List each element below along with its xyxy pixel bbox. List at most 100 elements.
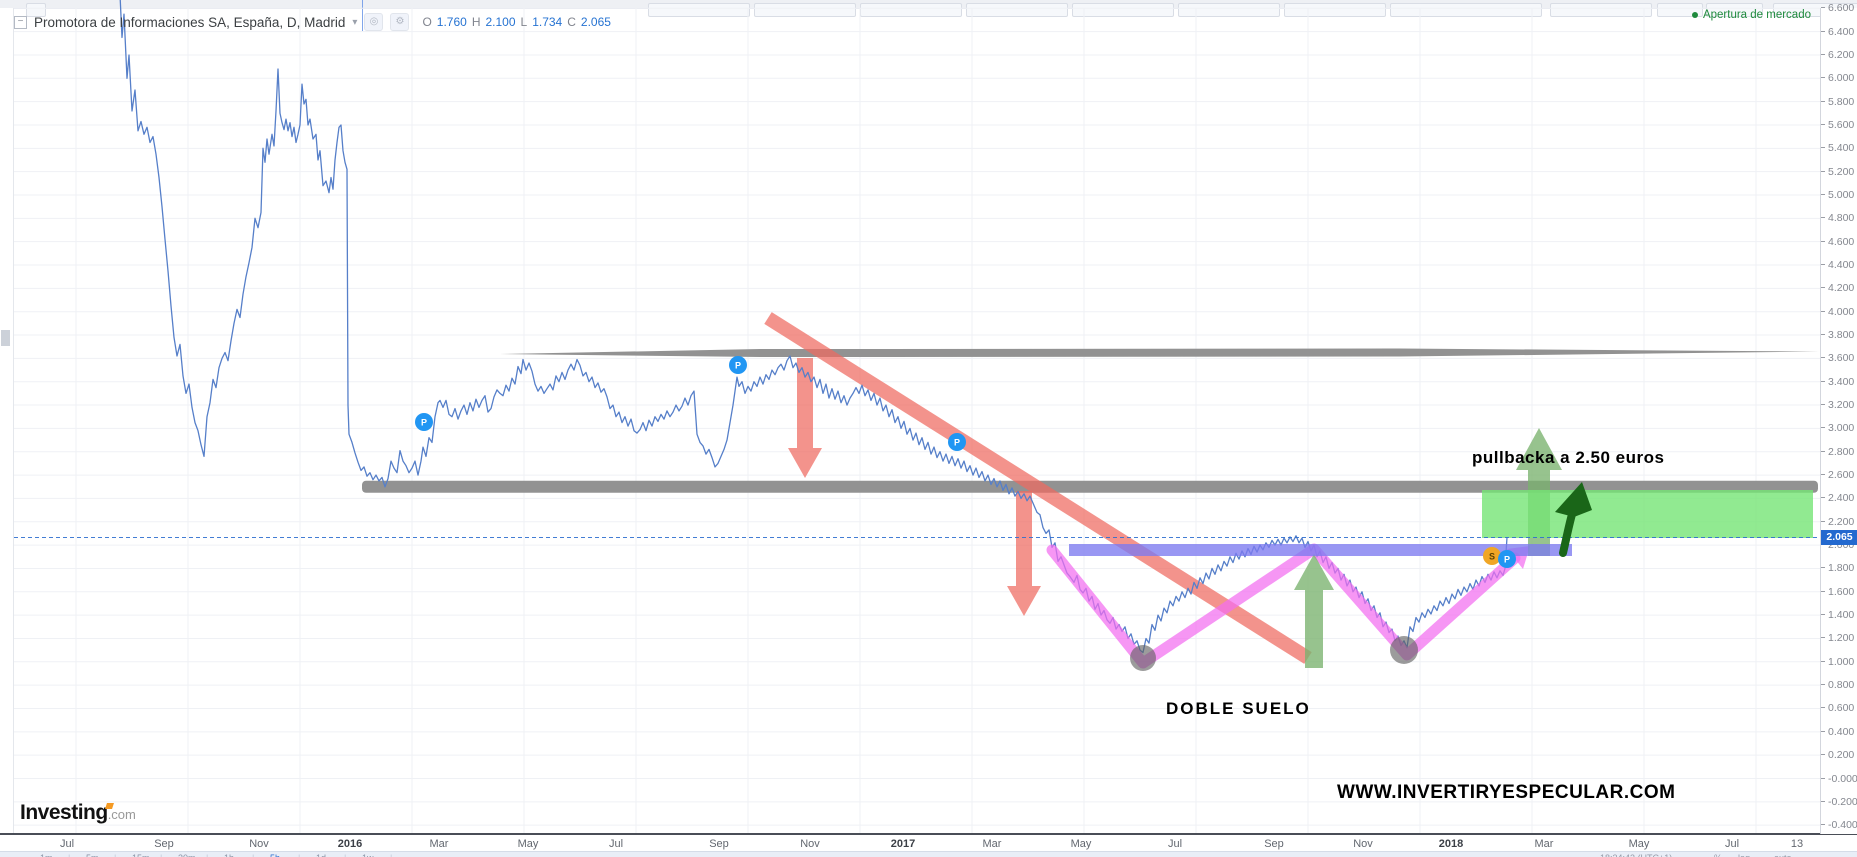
dividend-marker-icon-4[interactable] xyxy=(1498,550,1516,568)
collapse-icon[interactable]: − xyxy=(14,15,27,29)
price-tick-label: -0.000 xyxy=(1821,773,1857,785)
timeframe-button[interactable]: 1m xyxy=(40,853,53,857)
dividend-marker-icon-1[interactable] xyxy=(415,413,433,431)
chart-style-icon[interactable]: ◎ xyxy=(364,13,384,31)
price-tick-label: 4.600 xyxy=(1821,236,1857,248)
time-tick-label: May xyxy=(1070,838,1092,850)
time-axis-line xyxy=(0,833,1857,835)
price-tick-label: 3.000 xyxy=(1821,422,1857,434)
browser-tab-fragment xyxy=(1178,3,1280,17)
browser-tab-fragment xyxy=(648,3,750,17)
high-value: 2.100 xyxy=(485,15,516,29)
browser-tab-fragment xyxy=(1390,3,1542,17)
price-tick-label: 3.200 xyxy=(1821,399,1857,411)
price-tick-label: 4.800 xyxy=(1821,212,1857,224)
price-tick-label: 6.600 xyxy=(1821,2,1857,14)
time-tick-label: Sep xyxy=(154,838,174,850)
grid xyxy=(14,7,1820,834)
scale-toolbar-item[interactable]: log xyxy=(1738,853,1750,857)
price-tick-label: 6.200 xyxy=(1821,49,1857,61)
price-tick-label: 5.000 xyxy=(1821,189,1857,201)
divider: | xyxy=(298,853,300,857)
timeframe-button[interactable]: 1h xyxy=(224,853,234,857)
time-tick-label: Sep xyxy=(1264,838,1284,850)
price-tick-label: 6.000 xyxy=(1821,72,1857,84)
current-price-tag: 2.065 xyxy=(1821,530,1857,545)
time-scale[interactable]: Jul Sep Nov 2016 Mar May Jul Sep Nov 2017 Mar May Ju… xyxy=(0,835,1857,851)
annotation-double-bottom-text: DOBLE SUELO xyxy=(1166,699,1311,718)
support-bar-2.50[interactable] xyxy=(362,480,1818,493)
red-down-arrow-2[interactable] xyxy=(1007,491,1041,616)
green-target-zone[interactable] xyxy=(1482,490,1813,538)
divider: | xyxy=(344,853,346,857)
price-tick-label: 0.400 xyxy=(1821,726,1857,738)
bottom-toolbar[interactable]: 1m | 5m | 15m | 30m | 1h | 5h | 1d | 1w | 18:34:43 (UTC+… xyxy=(0,851,1857,857)
gutter-handle[interactable] xyxy=(1,330,10,346)
scale-toolbar-item[interactable]: auto xyxy=(1774,853,1792,857)
dividend-marker-icon-3[interactable] xyxy=(948,433,966,451)
bottom-circle-1[interactable] xyxy=(1130,645,1156,671)
settings-icon[interactable]: ⚙ xyxy=(390,13,410,31)
scale-toolbar-item[interactable]: % xyxy=(1714,853,1722,857)
red-down-arrow-1[interactable] xyxy=(788,358,822,478)
ohlc-readout: O 1.760 H 2.100 L 1.734 C 2.065 xyxy=(422,15,611,29)
timeframe-button[interactable]: 1w xyxy=(362,853,374,857)
price-tick-label: 4.000 xyxy=(1821,306,1857,318)
price-tick-label: 5.200 xyxy=(1821,166,1857,178)
time-tick-label: Jul xyxy=(59,838,75,850)
price-tick-label: 2.800 xyxy=(1821,446,1857,458)
chevron-down-icon[interactable]: ▾ xyxy=(352,16,358,28)
bottom-circle-2[interactable] xyxy=(1390,636,1418,664)
divider: | xyxy=(206,853,208,857)
time-tick-label: Nov xyxy=(800,838,820,850)
price-tick-label: 2.200 xyxy=(1821,516,1857,528)
time-tick-label: 2016 xyxy=(337,838,363,850)
close-value: 2.065 xyxy=(580,15,611,29)
browser-tab-fragment xyxy=(1657,3,1703,17)
timeframe-button[interactable]: 15m xyxy=(132,853,150,857)
scale-toolbar-item[interactable]: 18:34:43 (UTC+1) xyxy=(1600,853,1672,857)
investing-logo: Investing.com xyxy=(20,801,136,825)
resistance-line-3.65[interactable] xyxy=(500,348,1819,358)
low-label: L xyxy=(520,15,528,29)
price-scale[interactable]: 6.600 6.400 6.200 6.000 5.800 5.600 5.400 5.200… xyxy=(1820,2,1857,834)
dividend-marker-icon-1-label: P xyxy=(421,418,427,428)
dividend-marker-icon-2[interactable] xyxy=(729,356,747,374)
timeframe-button[interactable]: 5m xyxy=(86,853,99,857)
split-marker-icon[interactable] xyxy=(1483,547,1501,565)
time-tick-label: Jul xyxy=(1167,838,1183,850)
market-open-dot-icon xyxy=(1691,12,1698,18)
dividend-marker-icon-4-label: P xyxy=(1504,555,1510,565)
crosshair-fragment xyxy=(362,0,363,31)
browser-tab-fragment xyxy=(26,3,46,17)
symbol-title[interactable]: Promotora de Informaciones SA, España, D… xyxy=(34,14,346,30)
investing-logo-text: Investing xyxy=(20,801,108,824)
time-tick-label: Nov xyxy=(1353,838,1373,850)
legend-label: Apertura de mercado xyxy=(1702,9,1811,21)
price-tick-label: 4.400 xyxy=(1821,259,1857,271)
time-tick-label: 2017 xyxy=(890,838,916,850)
top-browser-strip xyxy=(0,0,1857,17)
time-tick-label: 2018 xyxy=(1438,838,1464,850)
timeframe-button[interactable]: 30m xyxy=(178,853,196,857)
red-descending-trendline[interactable] xyxy=(764,312,1312,664)
browser-tab-fragment xyxy=(1550,3,1652,17)
purple-neckline-band[interactable] xyxy=(1069,544,1572,556)
price-tick-label: 5.600 xyxy=(1821,119,1857,131)
dividend-marker-icon-2-label: P xyxy=(735,361,741,371)
price-tick-label: 2.400 xyxy=(1821,492,1857,504)
price-tick-label: -0.400 xyxy=(1821,819,1857,831)
timeframe-button[interactable]: 1d xyxy=(316,853,326,857)
hand-drawn-arrow-head-icon xyxy=(1555,482,1592,517)
green-up-arrow-1[interactable] xyxy=(1294,554,1334,668)
price-tick-label: 1.600 xyxy=(1821,586,1857,598)
price-tick-label: 1.000 xyxy=(1821,656,1857,668)
time-tick-label: Mar xyxy=(1534,838,1554,850)
time-tick-label: Mar xyxy=(429,838,449,850)
timeframe-button[interactable]: 5h xyxy=(270,853,280,857)
price-tick-label: 5.400 xyxy=(1821,142,1857,154)
divider: | xyxy=(114,853,116,857)
divider: | xyxy=(390,853,392,857)
